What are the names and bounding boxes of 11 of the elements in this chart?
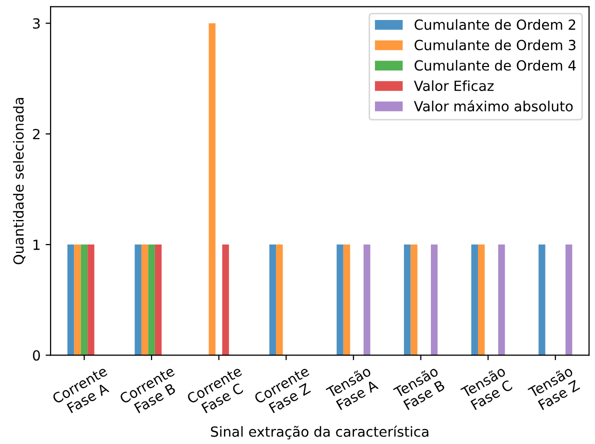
legend-label: Cumulante de Ordem 3 xyxy=(414,40,576,50)
legend-label: Valor Eficaz xyxy=(414,80,494,92)
y-tick-label: 1 xyxy=(34,240,40,250)
x-axis-title: Sinal extração da característica xyxy=(210,426,428,440)
y-axis-title: Quantidade selecionada xyxy=(13,98,26,264)
y-tick-label: 0 xyxy=(32,350,40,361)
y-tick-label: 2 xyxy=(33,128,40,140)
y-tick-label: 3 xyxy=(33,18,40,29)
legend-label: Valor máximo absoluto xyxy=(414,100,573,112)
legend-label: Cumulante de Ordem 2 xyxy=(414,19,576,30)
legend-label: Cumulante de Ordem 4 xyxy=(414,60,576,71)
